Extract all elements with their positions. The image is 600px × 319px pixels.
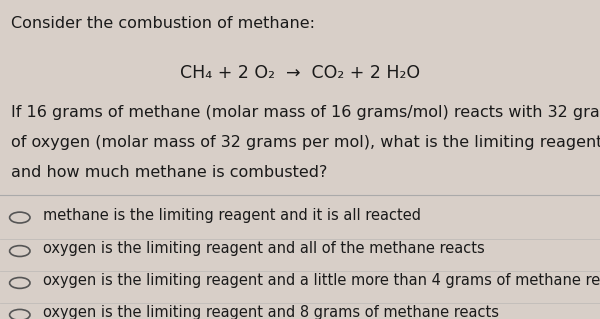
Text: of oxygen (molar mass of 32 grams per mol), what is the limiting reagent: of oxygen (molar mass of 32 grams per mo…: [11, 135, 600, 150]
Text: If 16 grams of methane (molar mass of 16 grams/mol) reacts with 32 grams: If 16 grams of methane (molar mass of 16…: [11, 105, 600, 120]
Text: methane is the limiting reagent and it is all reacted: methane is the limiting reagent and it i…: [43, 208, 421, 223]
Text: oxygen is the limiting reagent and all of the methane reacts: oxygen is the limiting reagent and all o…: [43, 241, 485, 256]
Text: CH₄ + 2 O₂  →  CO₂ + 2 H₂O: CH₄ + 2 O₂ → CO₂ + 2 H₂O: [180, 64, 420, 82]
Text: and how much methane is combusted?: and how much methane is combusted?: [11, 165, 327, 180]
Text: Consider the combustion of methane:: Consider the combustion of methane:: [11, 16, 315, 31]
Text: oxygen is the limiting reagent and 8 grams of methane reacts: oxygen is the limiting reagent and 8 gra…: [43, 305, 499, 319]
Text: oxygen is the limiting reagent and a little more than 4 grams of methane reacts: oxygen is the limiting reagent and a lit…: [43, 273, 600, 288]
